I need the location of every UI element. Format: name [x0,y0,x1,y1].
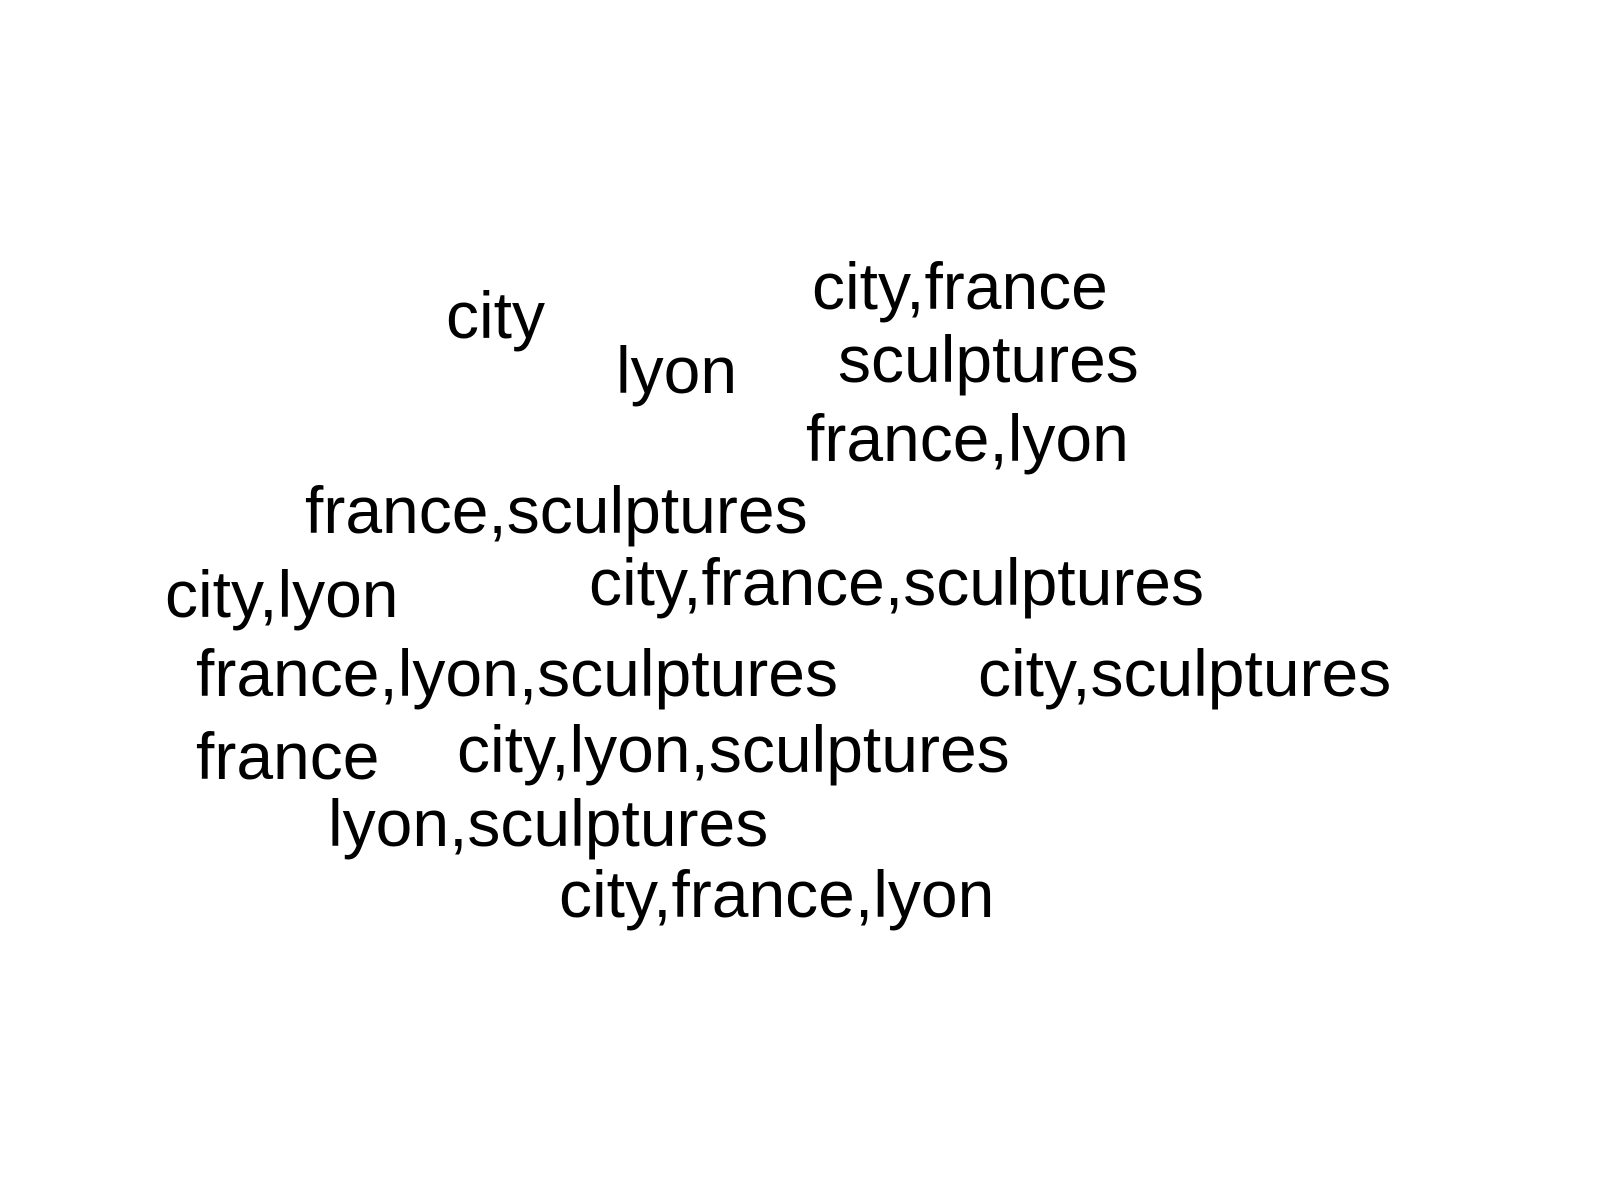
word-city-france-sculptures: city,france,sculptures [589,545,1205,619]
word-france-lyon: france,lyon [806,401,1129,475]
word-city-lyon-sculptures: city,lyon,sculptures [457,712,1010,786]
word-france: france [196,719,380,793]
word-city-lyon: city,lyon [165,557,399,631]
word-sculptures: sculptures [838,322,1139,396]
word-lyon: lyon [616,333,738,407]
word-city-france: city,france [812,249,1108,323]
word-city-france-lyon: city,france,lyon [559,857,995,931]
word-france-sculptures: france,sculptures [305,473,808,547]
word-city: city [446,278,545,352]
word-city-sculptures: city,sculptures [978,636,1392,710]
word-lyon-sculptures: lyon,sculptures [328,786,769,860]
word-france-lyon-sculptures: france,lyon,sculptures [196,636,838,710]
